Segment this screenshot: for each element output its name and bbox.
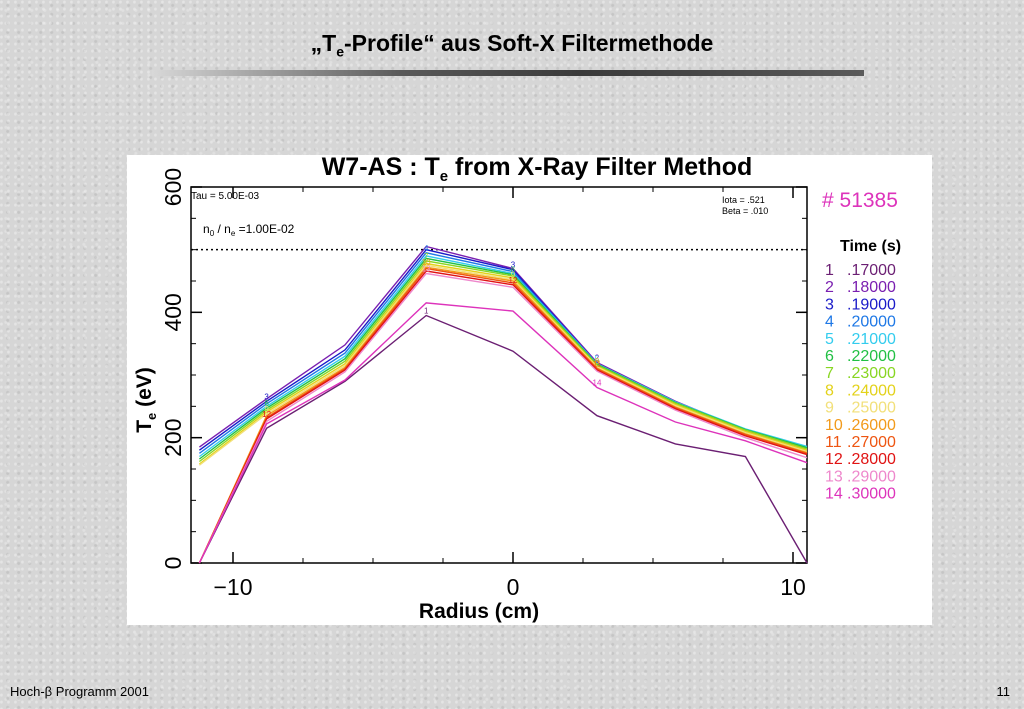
series-line-1 [198,314,808,564]
legend-entry-time: .17000 [847,262,896,279]
series-line-14 [198,302,808,564]
y-tick-label: 200 [160,418,186,456]
series-point-label: 11 [593,360,602,369]
plot-frame [190,186,808,564]
series-line-10 [198,266,808,564]
slide-title-prefix: „T [310,30,337,56]
y-tick-label: 600 [160,168,186,206]
legend-entry-number: 9 [825,400,834,417]
legend-entry-time: .26000 [847,417,896,434]
legend-entry-time: .27000 [847,434,896,451]
legend-entry-time: .25000 [847,400,896,417]
shot-number-label: # 51385 [822,189,898,212]
legend-entry-number: 8 [825,382,834,399]
legend-entry-time: .23000 [847,365,896,382]
legend-title: Time (s) [840,238,901,255]
legend-entry-number: 12 [825,451,843,468]
series-point-label: 1 [424,306,429,315]
series-point-label: 12 [509,276,518,285]
series-point-label: 6 [511,266,516,275]
legend-entry-number: 6 [825,348,834,365]
series-point-label: 5 [595,355,600,364]
slide-title: „Te-Profile“ aus Soft-X Filtermethode [0,30,1024,60]
legend-entry-time: .30000 [847,486,896,503]
legend-entry-time: .18000 [847,279,896,296]
series-point-label: 3 [511,261,516,270]
series-line-7 [198,260,808,463]
tau-annotation: Tau = 5.00E-03 [191,191,260,202]
legend-entry-time: .22000 [847,348,896,365]
y-tick-label: 0 [160,557,186,570]
series-point-label: 10 [422,258,431,267]
series-point-label: 6 [264,399,269,408]
series-line-9 [198,264,808,466]
x-tick-label: 10 [780,574,806,600]
page-number: 11 [996,684,1011,699]
chart-title: W7-AS : Te from X-Ray Filter Method [322,155,753,185]
x-axis-label: Radius (cm) [419,600,539,623]
series-point-label: 3 [264,392,269,401]
te-profile-chart: −10 0 100200400600123345667899101112121314… [133,153,901,623]
slide-title-subscript: e [336,43,345,60]
x-tick-label: −10 [213,574,252,600]
legend-entry-number: 7 [825,365,834,382]
y-tick-label: 400 [160,293,186,331]
series-point-label: 7 [424,252,429,261]
series-point-label: 9 [511,271,516,280]
series-line-8 [198,262,808,465]
legend-entry-time: .19000 [847,296,896,313]
legend-entry-number: 13 [825,468,843,485]
series-point-label: 13 [422,264,431,273]
series-point-label: 12 [262,410,271,419]
legend-entry-number: 10 [825,417,843,434]
series-point-label: 9 [264,405,269,414]
legend-entry-time: .29000 [847,468,896,485]
density-ratio-annotation: n0 / ne =1.00E-02 [203,222,295,238]
footer-program-label: Hoch-β Programm 2001 [10,684,149,699]
legend-entry-number: 4 [825,314,834,331]
legend-entry-number: 11 [825,434,842,451]
legend-entry-time: .20000 [847,314,896,331]
legend-entry-time: .24000 [847,382,896,399]
y-axis-label: Te (eV) [133,367,159,433]
series-line-13 [198,272,808,564]
series-point-label: 4 [424,244,429,253]
slide-title-suffix: -Profile“ aus Soft-X Filtermethode [344,30,714,56]
legend-entry-number: 5 [825,331,834,348]
series-point-label: 8 [595,357,600,366]
series-line-12 [198,270,808,564]
chart-panel: −10 0 10 0 200 400 600 1 2 3 3 4 5 6 6 7 8 9 9 10 11 12 12 13 14… [127,153,932,625]
legend-entry-number: 14 [825,486,843,503]
series-point-label: 14 [593,379,602,388]
x-tick-label: 0 [507,574,520,600]
iota-annotation: Iota = .521 [722,195,765,205]
legend-entry-time: .28000 [847,451,896,468]
beta-annotation: Beta = .010 [722,206,768,216]
series-line-6 [198,257,808,460]
legend-entry-time: .21000 [847,331,896,348]
series-line-11 [198,267,808,564]
legend-entry-number: 1 [825,262,834,279]
series-point-label: 2 [595,353,600,362]
legend-entry-number: 2 [825,279,834,296]
legend-entry-number: 3 [825,296,834,313]
legend: 1 .17000 2 .18000 3 .19000 4 .20000 5 .21000 6 .220… [825,262,896,503]
title-divider [152,70,864,76]
